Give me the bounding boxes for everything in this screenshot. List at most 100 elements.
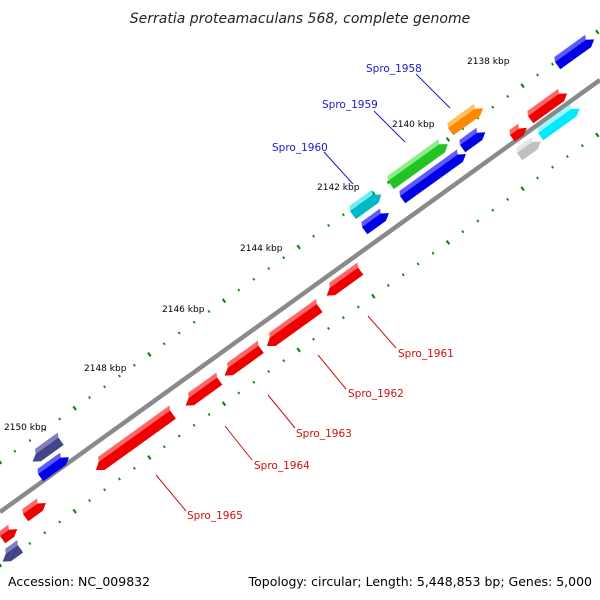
guide-dot: [43, 531, 47, 535]
gene-features: [0, 34, 595, 562]
gene-arrow[interactable]: [37, 452, 70, 482]
guide-dot: [520, 83, 525, 89]
gene-arrow[interactable]: [447, 103, 484, 136]
guide-dot: [312, 234, 316, 238]
gene-arrow[interactable]: [32, 432, 64, 462]
guide-dot: [221, 298, 227, 304]
guide-dot: [237, 288, 241, 292]
leader-lines: [155, 73, 451, 512]
guide-dot: [431, 251, 435, 255]
guide-dot: [192, 320, 196, 324]
guide-dot: [565, 154, 569, 158]
gene-label[interactable]: Spro_1959: [322, 99, 378, 111]
gene-label[interactable]: Spro_1958: [366, 63, 422, 75]
guide-dot: [491, 105, 495, 109]
guide-dot: [267, 369, 271, 374]
guide-dot: [28, 438, 32, 443]
guide-dot: [221, 401, 227, 407]
gene-arrow[interactable]: [537, 104, 580, 141]
guide-dot: [341, 213, 345, 217]
gene-arrow[interactable]: [387, 139, 448, 190]
gene-arrow[interactable]: [95, 405, 176, 471]
gene-arrow[interactable]: [459, 127, 486, 153]
guide-dot: [416, 262, 420, 266]
guide-dot: [595, 132, 600, 138]
guide-dot: [13, 449, 17, 453]
guide-dot: [0, 563, 3, 568]
guide-dot: [58, 520, 62, 524]
guide-dot: [551, 62, 554, 66]
guide-dot: [72, 508, 77, 514]
guide-dot: [506, 197, 510, 201]
guide-dot: [147, 455, 152, 460]
kbp-tick-label: 2138 kbp: [467, 57, 510, 67]
guide-dot: [551, 165, 554, 169]
guide-dot: [282, 359, 286, 363]
guide-dot: [536, 176, 540, 180]
guide-dot: [491, 208, 495, 212]
gene-label[interactable]: Spro_1960: [272, 142, 328, 154]
gene-arrow[interactable]: [22, 498, 46, 522]
kbp-tick-label: 2144 kbp: [240, 244, 283, 254]
gene-arrow[interactable]: [0, 524, 18, 544]
gene-arrow[interactable]: [399, 149, 466, 204]
guide-dot: [207, 309, 211, 314]
gene-arrow[interactable]: [361, 208, 389, 235]
guide-dot: [132, 466, 136, 470]
guide-dot: [162, 342, 166, 346]
guide-dot: [28, 541, 32, 546]
gene-arrow[interactable]: [516, 136, 541, 161]
guide-dot: [312, 337, 316, 341]
guide-dot: [88, 498, 92, 503]
gene-arrow[interactable]: [509, 123, 527, 142]
gene-arrow[interactable]: [224, 340, 264, 376]
guide-dot: [43, 428, 47, 432]
kbp-tick-label: 2146 kbp: [162, 305, 205, 315]
guide-dot: [88, 395, 92, 400]
guide-dot: [117, 477, 121, 481]
guide-dot: [296, 244, 301, 250]
guide-dot: [177, 434, 181, 438]
guide-dot: [117, 374, 121, 378]
guide-dot: [386, 180, 390, 185]
gene-label[interactable]: Spro_1962: [348, 388, 404, 400]
gene-label[interactable]: Spro_1964: [254, 460, 310, 472]
gene-arrow[interactable]: [349, 189, 382, 220]
gene-arrow[interactable]: [185, 372, 223, 406]
kbp-ticks: 2138 kbp 2140 kbp 2142 kbp 2144 kbp 2146…: [4, 57, 510, 433]
guide-dot: [580, 144, 584, 148]
gene-label[interactable]: Spro_1965: [187, 510, 243, 522]
gene-arrow[interactable]: [527, 88, 568, 124]
guide-dot: [103, 385, 106, 389]
gene-arrow[interactable]: [2, 540, 24, 562]
gene-label[interactable]: Spro_1963: [296, 428, 352, 440]
guide-dot: [252, 277, 256, 281]
guide-dot: [252, 380, 256, 384]
gene-labels: Spro_1958 Spro_1959 Spro_1960 Spro_1961 …: [187, 63, 454, 522]
guide-dot: [341, 316, 345, 320]
guide-dot: [0, 460, 3, 465]
guide-dot: [401, 273, 405, 277]
guide-dot: [296, 347, 301, 353]
guide-dot: [445, 239, 451, 245]
gene-arrow[interactable]: [266, 299, 323, 347]
guide-dot: [356, 305, 360, 309]
guide-dot: [506, 94, 510, 98]
guide-dot: [595, 29, 600, 35]
guide-dot: [461, 230, 465, 234]
guide-dot: [72, 405, 77, 411]
guide-dot: [371, 190, 376, 196]
gene-arrow[interactable]: [554, 34, 595, 70]
page-title: Serratia proteamaculans 568, complete ge…: [130, 11, 470, 27]
gene-label[interactable]: Spro_1961: [398, 348, 454, 360]
genome-backbone: [0, 78, 600, 514]
guide-dot: [371, 293, 376, 299]
kbp-tick-label: 2140 kbp: [392, 120, 435, 130]
guide-dot: [282, 256, 286, 260]
guide-dot: [536, 73, 540, 77]
gene-arrow[interactable]: [326, 262, 364, 296]
guide-dot: [327, 223, 330, 228]
guide-dot: [327, 326, 330, 331]
guide-dot: [237, 391, 241, 395]
